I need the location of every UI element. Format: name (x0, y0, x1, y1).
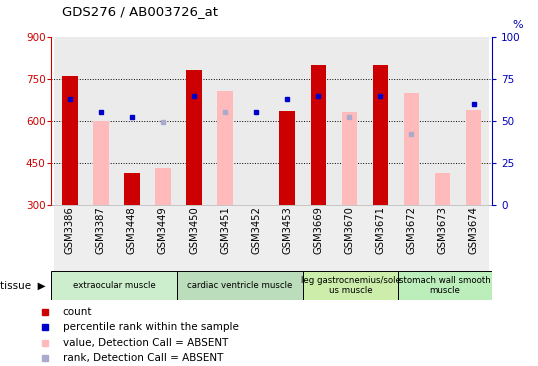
Bar (398, 271, 492, 300)
Bar (303, 37, 334, 205)
Bar (93, 121, 109, 205)
Bar (62, 76, 77, 205)
Text: GSM3386: GSM3386 (65, 206, 75, 254)
Bar (124, 173, 140, 205)
Text: count: count (63, 307, 92, 317)
Text: GSM3451: GSM3451 (220, 206, 230, 254)
Bar (303, 271, 398, 300)
Bar (334, 37, 365, 205)
Bar (116, 205, 147, 271)
Bar (272, 205, 303, 271)
Text: percentile rank within the sample: percentile rank within the sample (63, 322, 239, 332)
Bar (279, 111, 295, 205)
Bar (210, 205, 240, 271)
Text: GSM3452: GSM3452 (251, 206, 261, 254)
Bar (240, 205, 272, 271)
Bar (310, 65, 326, 205)
Bar (54, 37, 86, 205)
Text: GDS276 / AB003726_at: GDS276 / AB003726_at (62, 5, 218, 18)
Bar (54, 205, 86, 271)
Text: GSM3387: GSM3387 (96, 206, 106, 254)
Text: tissue  ▶: tissue ▶ (0, 280, 46, 291)
Bar (396, 37, 427, 205)
Bar (116, 37, 147, 205)
Bar (179, 205, 210, 271)
Bar (147, 37, 179, 205)
Bar (342, 112, 357, 205)
Bar (396, 205, 427, 271)
Bar (86, 37, 116, 205)
Bar (51, 271, 177, 300)
Text: GSM3673: GSM3673 (437, 206, 448, 254)
Bar (365, 37, 396, 205)
Bar (373, 65, 388, 205)
Text: GSM3449: GSM3449 (158, 206, 168, 254)
Text: GSM3453: GSM3453 (282, 206, 292, 254)
Text: rank, Detection Call = ABSENT: rank, Detection Call = ABSENT (63, 353, 223, 363)
Text: %: % (512, 20, 523, 30)
Text: GSM3674: GSM3674 (469, 206, 479, 254)
Bar (179, 37, 210, 205)
Bar (217, 92, 233, 205)
Bar (334, 205, 365, 271)
Bar (435, 173, 450, 205)
Text: cardiac ventricle muscle: cardiac ventricle muscle (187, 281, 293, 290)
Bar (466, 109, 482, 205)
Bar (86, 205, 116, 271)
Bar (404, 93, 419, 205)
Bar (177, 271, 303, 300)
Bar (147, 205, 179, 271)
Bar (303, 205, 334, 271)
Bar (186, 70, 202, 205)
Text: extraocular muscle: extraocular muscle (73, 281, 155, 290)
Bar (155, 168, 171, 205)
Text: GSM3669: GSM3669 (313, 206, 323, 254)
Bar (427, 205, 458, 271)
Bar (458, 205, 489, 271)
Bar (272, 37, 303, 205)
Bar (240, 37, 272, 205)
Bar (458, 37, 489, 205)
Text: value, Detection Call = ABSENT: value, Detection Call = ABSENT (63, 338, 228, 348)
Text: GSM3670: GSM3670 (344, 206, 355, 254)
Text: GSM3448: GSM3448 (127, 206, 137, 254)
Text: leg gastrocnemius/sole
us muscle: leg gastrocnemius/sole us muscle (301, 276, 400, 295)
Text: stomach wall smooth
muscle: stomach wall smooth muscle (399, 276, 491, 295)
Text: GSM3450: GSM3450 (189, 206, 199, 254)
Bar (210, 37, 240, 205)
Text: GSM3671: GSM3671 (376, 206, 385, 254)
Bar (427, 37, 458, 205)
Bar (365, 205, 396, 271)
Text: GSM3672: GSM3672 (407, 206, 416, 254)
